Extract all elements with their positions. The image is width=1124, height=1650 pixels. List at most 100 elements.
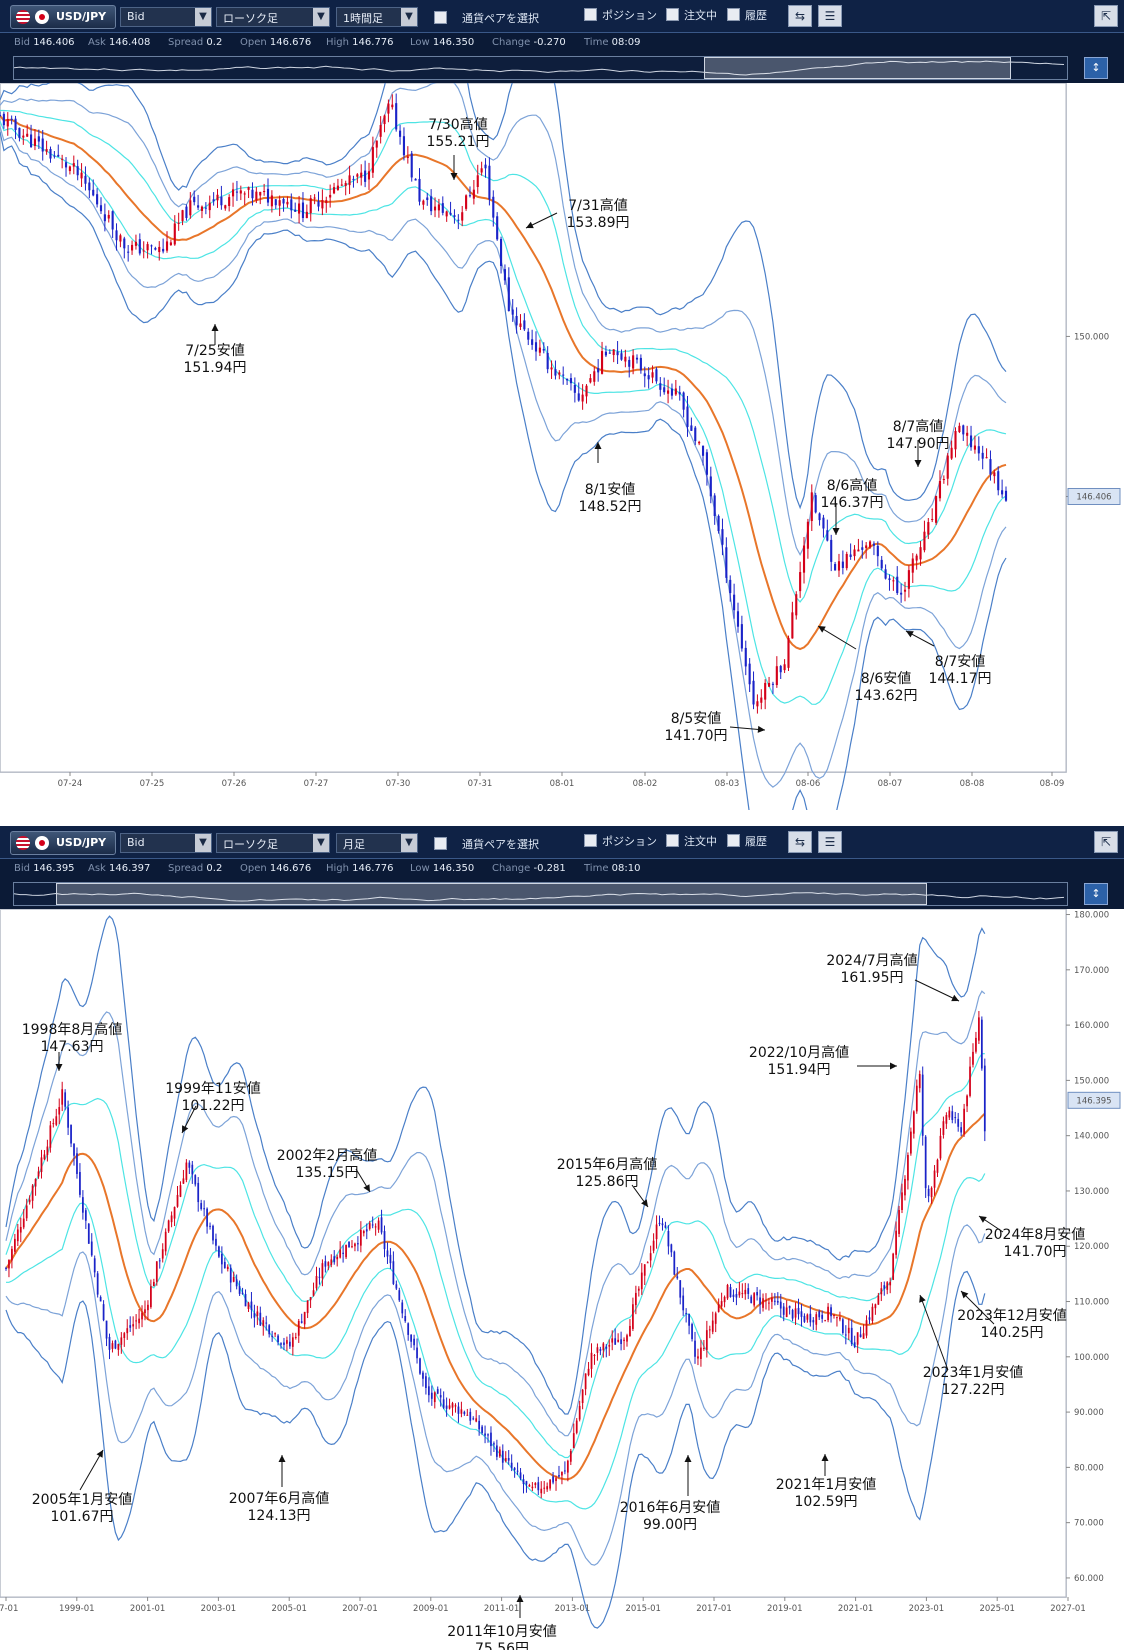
candlestick [399,124,402,145]
candle-body [972,1051,974,1065]
high-value: 146.776 [352,863,394,874]
candle-body [572,1433,575,1449]
candle-body [841,1319,844,1333]
select-pair-checkbox[interactable] [434,837,447,850]
candlestick [554,360,557,380]
candle-body [484,1433,486,1436]
candlestick [58,1098,61,1125]
candlestick [286,1336,288,1352]
range-navigator-track[interactable] [13,56,1068,80]
us-flag-icon [16,10,30,24]
candlestick [247,1301,250,1312]
candle-body [550,367,553,370]
orders-checkbox[interactable] [666,8,679,21]
candlestick [120,1332,123,1354]
candle-body [433,1392,436,1403]
candlestick [597,359,600,382]
positions-checkbox[interactable] [584,8,597,21]
positions-checkbox[interactable] [584,834,597,847]
candlestick [898,1205,900,1238]
candlestick [655,367,658,384]
chart-type-select[interactable]: ローソク足 ▼ [216,7,330,27]
candlestick [152,1278,155,1287]
currency-pair-button[interactable]: USD/JPY [10,5,116,29]
switch-view-icon[interactable]: ⇆ [788,5,812,27]
candle-body [92,189,95,196]
candlestick [688,1313,690,1335]
history-checkbox[interactable] [727,834,740,847]
range-navigator-track[interactable] [13,882,1068,906]
switch-view-icon[interactable]: ⇆ [788,831,812,853]
candle-body [510,1462,513,1469]
price-chart-area[interactable]: 150.000 146.406 07-24 07-25 07-26 07-27 07-30 0… [0,83,1124,810]
price-type-select[interactable]: Bid ▼ [120,833,212,853]
candlestick [430,1385,433,1406]
collapse-icon[interactable]: ⇱ [1094,831,1118,853]
candlestick [445,210,448,222]
candle-body [351,1246,353,1248]
candlestick [461,205,464,227]
candle-body [614,1338,617,1345]
settings-list-icon[interactable]: ☰ [818,5,842,27]
timeframe-select[interactable]: 月足 ▼ [336,833,418,853]
currency-pair-button[interactable]: USD/JPY [10,831,116,855]
annotation-price: 135.15円 [296,1165,359,1181]
candle-body [989,459,992,475]
candle-body [241,1292,244,1294]
candlestick [764,679,767,710]
chart-type-select[interactable]: ローソク足 ▼ [216,833,330,853]
candlestick [336,1254,339,1267]
x-tick-label: 07-31 [468,779,493,789]
price-type-select[interactable]: Bid ▼ [120,7,212,27]
timeframe-select[interactable]: 1時間足 ▼ [336,7,418,27]
candle-body [912,1111,915,1134]
us-flag-icon [16,836,30,850]
x-tick-label: 07-27 [304,779,329,789]
candlestick [226,1264,229,1272]
candlestick [608,1339,611,1356]
candle-body [468,195,472,197]
axis-scale-icon[interactable]: ↕ [1084,57,1108,79]
candlestick [410,1334,413,1348]
candle-body [448,1405,451,1409]
candlestick [218,1245,220,1259]
orders-checkbox[interactable] [666,834,679,847]
range-window-handle[interactable] [56,883,927,905]
candle-body [152,1281,155,1287]
annotation-arrowhead [914,460,922,467]
range-window-handle[interactable] [703,57,1012,79]
candlestick [705,1320,708,1358]
annotation-price: 144.17円 [929,671,992,687]
axis-scale-icon[interactable]: ↕ [1084,883,1108,905]
collapse-icon[interactable]: ⇱ [1094,5,1118,27]
candlestick [701,445,705,466]
candle-body [134,241,138,246]
select-pair-checkbox[interactable] [434,11,447,24]
candle-body [717,515,720,532]
candle-body [628,359,631,367]
candle-body [173,223,176,245]
candle-body [111,211,114,230]
japan-flag-icon [35,10,49,24]
settings-list-icon[interactable]: ☰ [818,831,842,853]
candlestick [395,1280,398,1291]
candle-body [414,178,417,181]
candlestick [667,1225,670,1255]
candlestick [515,307,518,334]
candlestick [150,1279,152,1309]
candle-body [765,1300,767,1302]
ask-label: Ask [88,863,106,874]
candle-body [951,1111,954,1120]
price-chart-area[interactable]: 180.000 170.000 160.000 150.000 140.000 130.0… [0,909,1124,1650]
candle-body [960,1127,963,1133]
history-checkbox[interactable] [727,8,740,21]
candlestick [99,1295,102,1302]
candle-body [566,1460,569,1473]
candlestick [52,1118,55,1128]
candlestick [466,1408,469,1416]
positions-label: ポジション [602,9,657,22]
candlestick [711,1311,714,1335]
candlestick [286,196,289,208]
